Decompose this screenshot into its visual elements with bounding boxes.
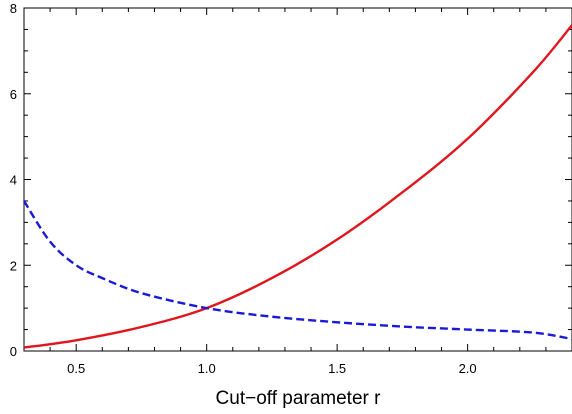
- x-axis-title: Cut−off parameter r: [216, 388, 382, 409]
- x-tick-label: 2.0: [459, 361, 477, 376]
- x-tick-label: 1.0: [198, 361, 216, 376]
- x-axis-ticks: 0.5 1.0 1.5 2.0: [23, 8, 572, 376]
- y-axis-ticks: 0 2 4 6 8: [10, 1, 572, 359]
- y-tick-label: 0: [10, 344, 17, 359]
- y-tick-label: 2: [10, 258, 17, 273]
- y-tick-label: 6: [10, 87, 17, 102]
- y-tick-label: 8: [10, 1, 17, 16]
- y-tick-label: 4: [10, 173, 17, 188]
- plot-frame: [23, 7, 572, 352]
- series-layer: [22, 24, 572, 349]
- solid-red-series-line: [23, 24, 572, 349]
- dashed-blue-series-line: [22, 200, 572, 341]
- x-tick-label: 1.5: [328, 361, 346, 376]
- x-tick-label: 0.5: [67, 361, 85, 376]
